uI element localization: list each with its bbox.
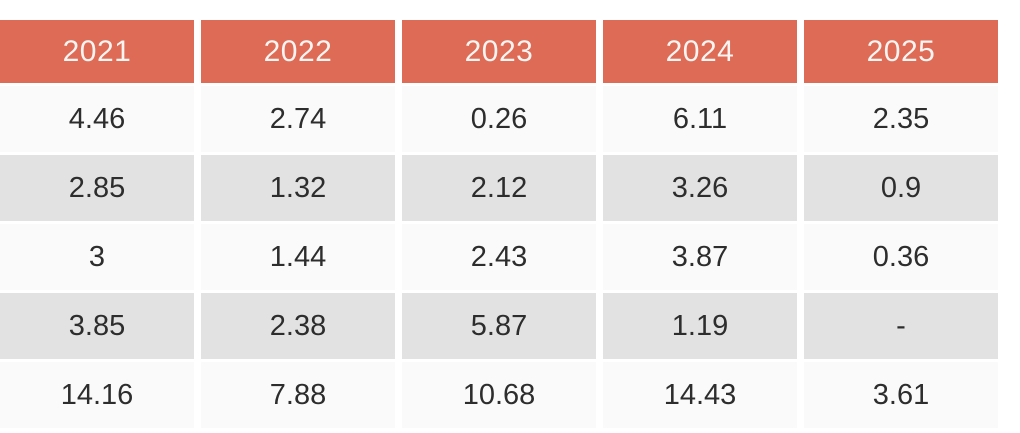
table-cell: 4.46 [0, 86, 194, 152]
table-cell: 0.26 [402, 86, 596, 152]
table-cell: 7.88 [201, 362, 395, 428]
table-cell: 3.61 [804, 362, 998, 428]
table-cell: 1.32 [201, 155, 395, 221]
table-cell: 2.38 [201, 293, 395, 359]
header-cell-year: 2021 [0, 20, 194, 83]
table-cell: 2.43 [402, 224, 596, 290]
table-cell: 10.68 [402, 362, 596, 428]
table-cell: 14.43 [603, 362, 797, 428]
table-cell: 6.11 [603, 86, 797, 152]
table-cell: 3 [0, 224, 194, 290]
table-cell: - [804, 293, 998, 359]
table-cell: 14.16 [0, 362, 194, 428]
header-cell-year: 2023 [402, 20, 596, 83]
table-cell: 2.35 [804, 86, 998, 152]
table-cell: 3.85 [0, 293, 194, 359]
table-cell: 2.85 [0, 155, 194, 221]
table-cell: 2.12 [402, 155, 596, 221]
year-data-table: 2021 2022 2023 2024 2025 4.46 2.74 0.26 6.11 2.35… [0, 20, 998, 428]
header-cell-year: 2024 [603, 20, 797, 83]
table-cell: 3.87 [603, 224, 797, 290]
table-cell: 3.26 [603, 155, 797, 221]
header-cell-year: 2025 [804, 20, 998, 83]
table-cell: 1.19 [603, 293, 797, 359]
table-cell: 5.87 [402, 293, 596, 359]
header-cell-year: 2022 [201, 20, 395, 83]
table-cell: 0.36 [804, 224, 998, 290]
table-cell: 1.44 [201, 224, 395, 290]
table-cell: 2.74 [201, 86, 395, 152]
table-cell: 0.9 [804, 155, 998, 221]
